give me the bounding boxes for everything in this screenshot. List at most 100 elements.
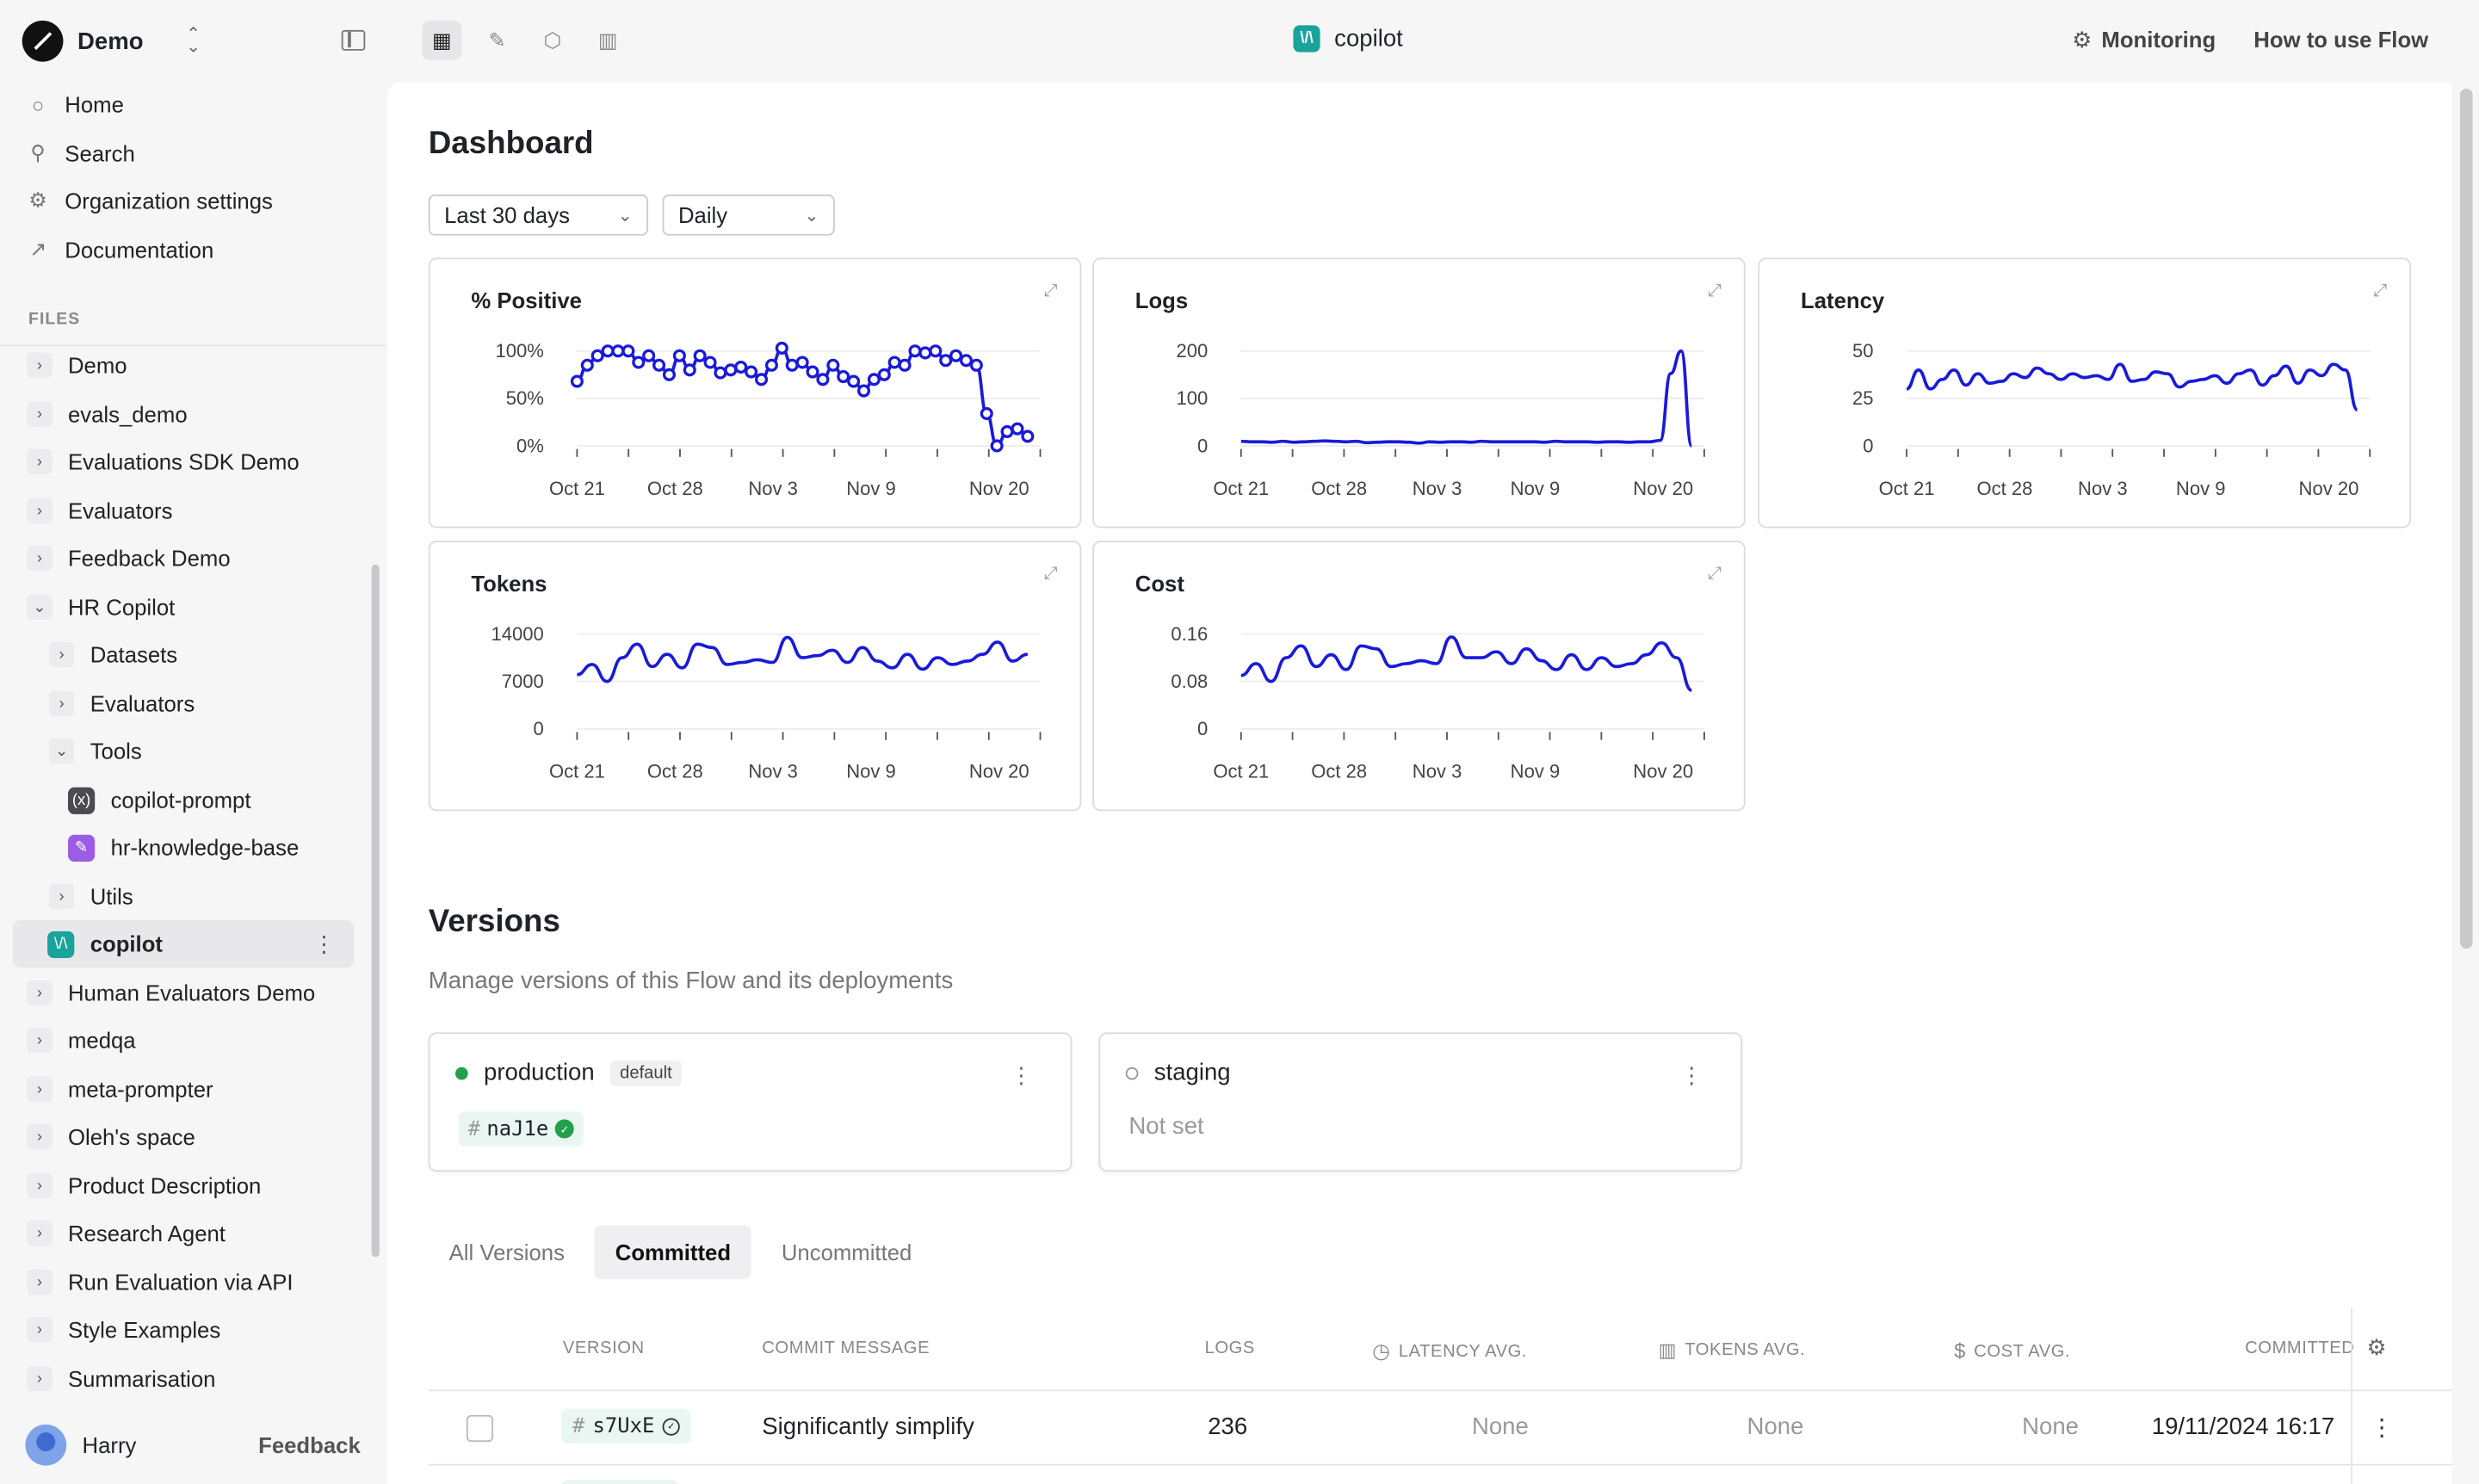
chevron-right-icon[interactable]: › [27, 1316, 53, 1343]
col-cost[interactable]: $ COST AVG. [1954, 1339, 2071, 1363]
col-latency[interactable]: ◷ LATENCY AVG. [1372, 1339, 1528, 1363]
chevron-right-icon[interactable]: › [27, 1027, 53, 1054]
row-checkbox[interactable] [466, 1414, 494, 1443]
chevron-right-icon[interactable]: › [27, 1172, 53, 1199]
tree-item[interactable]: ✎ hr-knowledge-base [67, 824, 299, 871]
tree-item[interactable]: › evals_demo [27, 391, 188, 438]
nav-home[interactable]: ○ Home [27, 92, 124, 117]
tree-item[interactable]: › Human Evaluators Demo [27, 969, 315, 1017]
how-to-use-link[interactable]: How to use Flow [2253, 27, 2429, 53]
col-committed[interactable]: COMMITTED [2245, 1339, 2355, 1358]
more-options-icon[interactable]: ⋮ [1010, 1062, 1033, 1088]
nav-org-settings[interactable]: ⚙ Organization settings [27, 189, 273, 213]
tree-item[interactable]: › Datasets [48, 631, 177, 678]
tree-item[interactable]: › meta-prompter [27, 1066, 213, 1113]
expand-icon[interactable]: ⤢ [1043, 564, 1058, 584]
chevron-right-icon[interactable]: › [27, 1123, 53, 1150]
x-tick-label: Nov 3 [748, 478, 798, 499]
chevron-down-icon[interactable]: ⌄ [27, 594, 53, 620]
dashboard-view-icon[interactable]: ▦ [422, 20, 462, 60]
data-point [856, 384, 871, 398]
granularity-select[interactable]: Daily ⌄ [662, 194, 835, 236]
expand-icon[interactable]: ⤢ [1707, 281, 1722, 300]
tree-item[interactable]: ⌄ HR Copilot [27, 584, 175, 631]
tree-item[interactable]: (x) copilot-prompt [67, 776, 251, 824]
chevron-right-icon[interactable]: › [27, 980, 53, 1006]
chevron-right-icon[interactable]: › [27, 1220, 53, 1246]
chevron-right-icon[interactable]: › [27, 498, 53, 523]
tree-item[interactable]: › Style Examples [27, 1306, 220, 1353]
environment-card-production[interactable]: production default ⋮ # naJ1e ✓ [428, 1032, 1073, 1172]
tree-item[interactable]: ⌄ Tools [48, 727, 142, 775]
editor-view-icon[interactable]: ✎ [488, 28, 506, 52]
tree-item[interactable]: › Feedback Demo [27, 535, 231, 582]
chevron-down-icon[interactable]: ⌄ [48, 738, 75, 764]
y-tick-label: 100% [495, 340, 543, 362]
data-point [652, 358, 666, 372]
chart-title: Logs [1134, 288, 1189, 313]
chevron-right-icon[interactable]: › [27, 1365, 53, 1392]
tree-item[interactable]: › Product Description [27, 1162, 261, 1209]
more-options-icon[interactable]: ⋮ [1680, 1062, 1703, 1088]
data-point [590, 349, 604, 362]
environment-name: staging [1125, 1060, 1231, 1086]
chart-card-latency: Latency ⤢ 50 25 0 Oct 21 Oct 28 Nov 3 Nov 9 Nov… [1758, 257, 2411, 529]
nav-search[interactable]: ⚲ Search [27, 140, 134, 165]
data-point [980, 406, 993, 421]
more-options-icon[interactable]: ⋮ [312, 930, 336, 956]
x-tick-label: Nov 20 [1633, 761, 1693, 782]
data-point [662, 368, 676, 381]
feedback-button[interactable]: Feedback [258, 1432, 361, 1458]
chevron-right-icon[interactable]: › [27, 352, 53, 378]
tree-item[interactable]: › Evaluators [48, 680, 195, 727]
cube-view-icon[interactable]: ⬡ [543, 28, 562, 52]
y-tick-label: 7000 [502, 671, 544, 692]
tree-item-selected[interactable]: \/\ copilot ⋮ [12, 919, 355, 968]
chevron-right-icon[interactable]: › [27, 401, 53, 427]
nav-documentation[interactable]: ↗ Documentation [27, 238, 213, 263]
chevron-right-icon[interactable]: › [48, 690, 75, 717]
settings-gear-icon[interactable]: ⚙ [2366, 1334, 2388, 1360]
tree-item[interactable]: › Research Agent [27, 1209, 226, 1257]
tree-item[interactable]: › Demo [27, 342, 127, 389]
chevron-right-icon[interactable]: › [48, 641, 75, 668]
chevron-right-icon[interactable]: › [48, 883, 75, 910]
monitoring-link[interactable]: ⚙ Monitoring [2072, 27, 2216, 53]
sidebar-toggle-icon[interactable] [341, 29, 366, 51]
main-scrollbar[interactable] [2459, 88, 2473, 949]
tab-committed[interactable]: Committed [594, 1225, 751, 1279]
tree-item[interactable]: › Utils [48, 873, 133, 920]
tab-uncommitted[interactable]: Uncommitted [781, 1239, 912, 1265]
col-version[interactable]: VERSION [562, 1339, 645, 1358]
range-select[interactable]: Last 30 days ⌄ [428, 194, 649, 236]
chevron-right-icon[interactable]: › [27, 545, 53, 572]
file-title-label: copilot [1334, 25, 1403, 53]
tree-item[interactable]: › Evaluators [27, 487, 172, 535]
col-tokens[interactable]: ▥ TOKENS AVG. [1658, 1339, 1806, 1362]
environment-card-staging[interactable]: staging ⋮ Not set [1098, 1032, 1743, 1172]
chevron-right-icon[interactable]: › [27, 1269, 53, 1295]
expand-icon[interactable]: ⤢ [2373, 281, 2388, 300]
more-options-icon[interactable]: ⋮ [2370, 1414, 2394, 1443]
tree-item[interactable]: › Oleh's space [27, 1113, 195, 1160]
data-point [601, 344, 615, 358]
expand-icon[interactable]: ⤢ [1707, 564, 1722, 584]
expand-icon[interactable]: ⤢ [1043, 281, 1058, 300]
chevron-right-icon[interactable]: › [27, 1076, 53, 1103]
avatar[interactable] [25, 1424, 67, 1466]
version-chip[interactable]: # naJ1e ✓ [458, 1111, 584, 1147]
tree-item[interactable]: › Summarisation [27, 1355, 215, 1402]
tree-item[interactable]: › medqa [27, 1017, 136, 1064]
tree-item[interactable]: › Run Evaluation via API [27, 1258, 294, 1306]
tab-all-versions[interactable]: All Versions [448, 1239, 565, 1265]
workspace-switcher[interactable]: Demo ⌃ ⌄ [22, 20, 201, 62]
table-row[interactable]: # s7UxE ✓ Significantly simplify 236 Non… [428, 1393, 2452, 1466]
chevron-right-icon[interactable]: › [27, 448, 53, 475]
sidebar-scrollbar[interactable] [371, 564, 380, 1258]
commit-message: Significantly simplify [762, 1413, 974, 1441]
tree-item[interactable]: › Evaluations SDK Demo [27, 438, 300, 485]
chart-view-icon[interactable]: ▥ [597, 28, 618, 52]
col-logs[interactable]: LOGS [1204, 1339, 1255, 1358]
col-commit-message[interactable]: COMMIT MESSAGE [762, 1339, 930, 1358]
version-chip[interactable]: # s7UxE ✓ [561, 1408, 691, 1444]
